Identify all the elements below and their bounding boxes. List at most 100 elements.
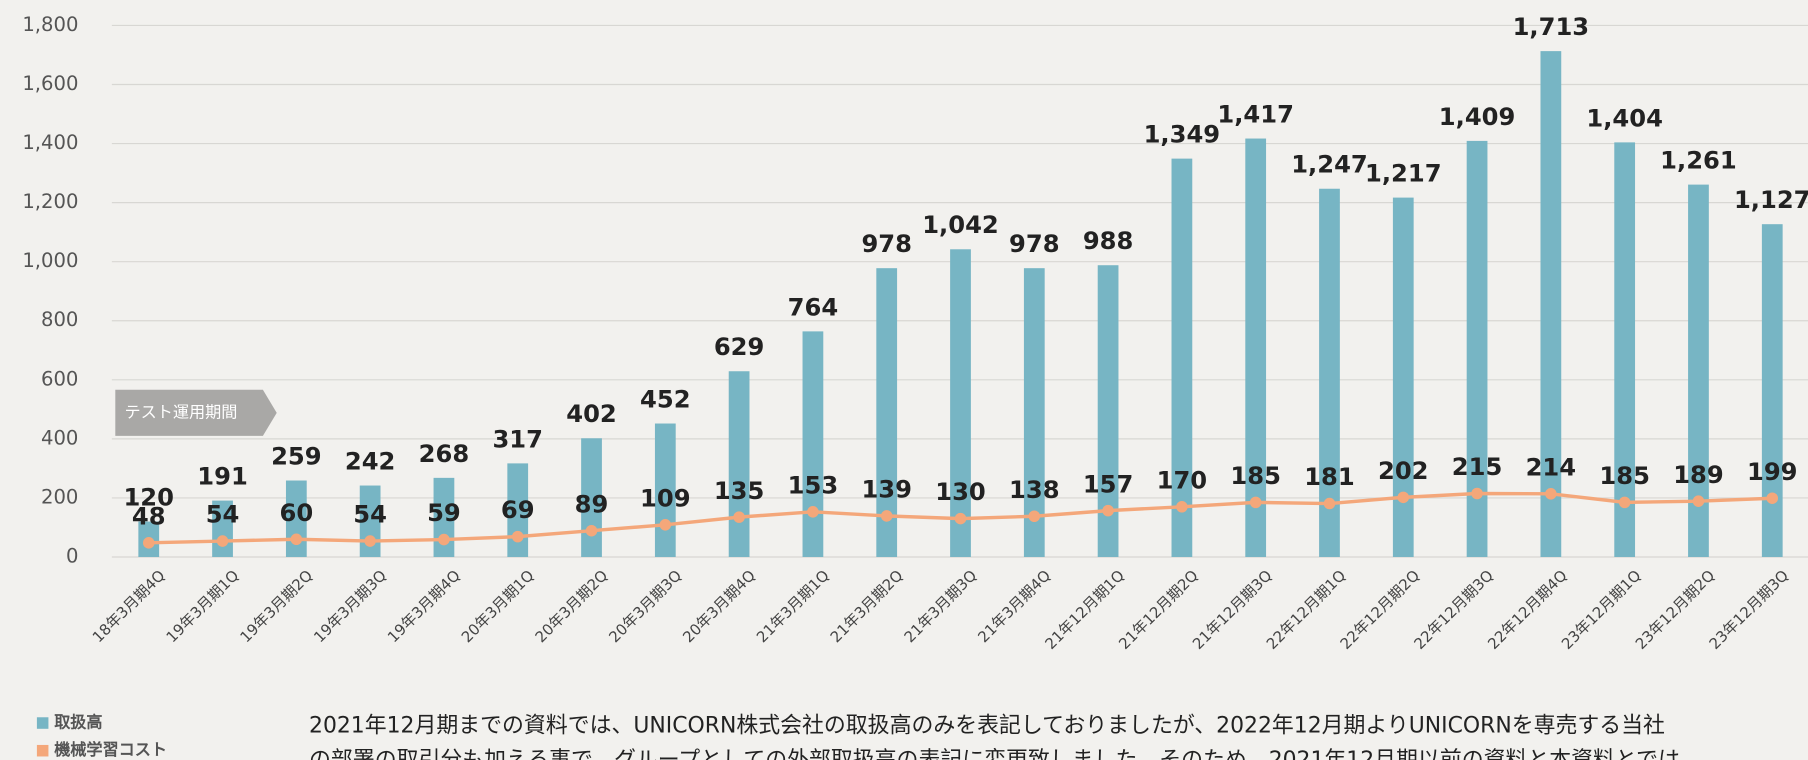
bar-value-label: 242 [345,447,396,475]
line-point [1102,504,1114,517]
line-point [659,519,672,531]
line-point [1028,510,1041,523]
line-value-label: 60 [279,499,313,527]
bar-value-label: 268 [419,440,470,468]
line-value-label: 69 [501,496,535,524]
bar-value-label: 1,127 [1734,186,1808,214]
line-value-label: 215 [1452,453,1503,481]
annotation-shape [115,389,277,436]
bar-value-label: 317 [492,425,543,453]
bar-value-label: 1,042 [922,211,999,239]
bar-value-label: 1,404 [1586,104,1663,132]
line-point [1692,495,1705,507]
bar [1245,138,1267,557]
bar [1023,268,1045,557]
bar [1171,158,1193,557]
line-value-label: 153 [788,471,839,499]
line-point [1618,496,1631,509]
bar-value-label: 988 [1083,227,1134,255]
bar [1688,184,1709,557]
bar-value-label: 1,217 [1365,160,1442,188]
line-value-label: 185 [1230,462,1281,490]
line-point [511,530,524,543]
bar-value-label: 978 [861,230,912,258]
bar-value-label: 629 [714,333,765,361]
y-tick-label: 1,200 [22,190,78,213]
line-value-label: 48 [132,502,166,530]
y-tick-label: 800 [41,308,78,331]
line-point [954,512,967,525]
line-point [585,524,598,537]
bar [1319,188,1340,557]
bar-value-label: 1,409 [1439,103,1516,131]
line-point [142,537,155,549]
bar [728,371,750,557]
bar-value-label: 1,713 [1513,13,1590,41]
bar-value-label: 1,417 [1217,100,1294,128]
bar [1540,51,1562,557]
line-value-label: 135 [714,477,765,505]
y-tick-label: 1,800 [22,13,78,36]
bar [1392,197,1414,557]
line-point [733,511,745,523]
bar [802,331,824,557]
annotation: テスト運用期間 [125,402,238,421]
bar-value-label: 1,349 [1144,121,1221,149]
line-point [216,535,229,547]
line-value-label: 109 [640,484,691,512]
bar-value-label: 191 [197,463,248,491]
line-point [807,506,819,518]
line-value-label: 202 [1378,457,1429,485]
bar-value-label: 764 [788,293,839,321]
y-tick-label: 1,000 [22,249,78,272]
note: 2021年12月期までの資料では、UNICORN株式会社の取扱高のみを表記してお… [309,713,1665,738]
legend-swatch [36,744,49,757]
bar [1097,265,1119,557]
line-value-label: 189 [1673,461,1724,489]
y-tick-label: 200 [41,485,78,508]
line-point [880,510,893,522]
line-point [1249,496,1262,509]
bar-value-label: 978 [1009,230,1060,258]
legend-label: 取扱高 [54,713,102,732]
bar [581,438,602,557]
bar [1761,224,1783,557]
line-point [1766,492,1779,504]
line-value-label: 157 [1083,470,1134,498]
bar [1466,140,1488,557]
line-point [1176,501,1188,513]
line-value-label: 170 [1157,466,1208,494]
y-tick-label: 0 [66,544,78,567]
note: の部署の取引分も加える事で、グループとしての外部取扱高の表記に変更致しました。そ… [309,748,1680,760]
bar [1614,142,1636,557]
line-point [438,533,450,546]
y-tick-label: 400 [41,426,78,449]
line-value-label: 89 [575,490,609,518]
bar-value-label: 1,261 [1660,147,1737,175]
line-value-label: 130 [935,478,986,506]
legend-label: 機械学習コスト [54,740,167,759]
line-value-label: 139 [861,476,912,504]
bar-value-label: 259 [271,442,322,470]
line-value-label: 181 [1304,463,1355,491]
line-value-label: 54 [353,501,387,529]
bar [950,249,971,557]
line-value-label: 59 [427,499,461,527]
y-tick-label: 600 [41,367,78,390]
line-point [290,533,303,546]
bar-value-label: 402 [566,400,617,428]
bar-value-label: 1,247 [1291,151,1368,179]
bar [876,268,898,557]
line-point [1545,488,1557,500]
legend-swatch [36,717,49,729]
line-value-label: 54 [206,501,240,529]
line-value-label: 199 [1747,458,1798,486]
line-value-label: 214 [1526,453,1577,481]
line-point [1471,487,1483,500]
y-tick-label: 1,400 [22,131,78,154]
line-value-label: 138 [1009,476,1060,504]
bar [507,463,529,557]
line-value-label: 185 [1599,462,1650,490]
